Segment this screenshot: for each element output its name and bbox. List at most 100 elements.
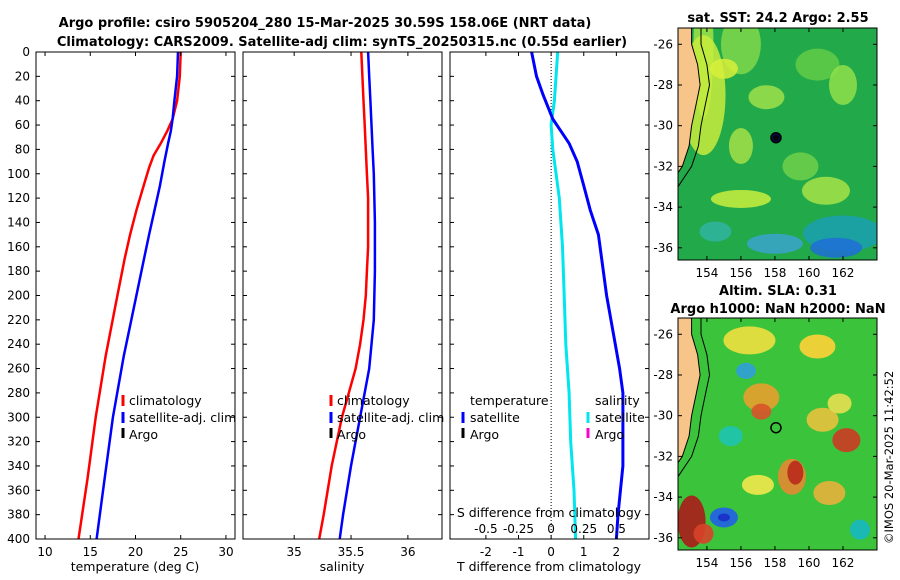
x-tick-label: -1	[513, 545, 525, 559]
figure-title-line2: Climatology: CARS2009. Satellite-adj cli…	[57, 35, 627, 50]
sst-map-title: sat. SST: 24.2 Argo: 2.55	[687, 11, 868, 26]
legend-salinity-heading: salinity	[595, 393, 640, 408]
y-tick-label: -26	[653, 37, 673, 51]
legend-argo-label: Argo	[129, 427, 158, 442]
y-tick-label: 60	[15, 118, 30, 132]
x-tick-label: 25	[173, 545, 188, 559]
sst-map: 154 156 158 160 162 -26 -28 -30 -32 -34 -36	[653, 27, 878, 280]
y-tick-label: 380	[7, 508, 30, 522]
sla-map-ticks: 154 156 158 160 162 -26 -28 -30 -32 -34 -36	[653, 318, 877, 570]
temperature-climatology-line	[77, 52, 182, 539]
sla-region	[717, 513, 730, 522]
australia-coast	[678, 28, 701, 260]
y-tick-label: 200	[7, 289, 30, 303]
salinity-xlabel: salinity	[320, 559, 365, 574]
sla-region	[751, 403, 772, 420]
sst-region	[782, 152, 819, 181]
x-tick-label: 160	[798, 556, 821, 570]
x-tick-label: 30	[218, 545, 233, 559]
argo-float-center	[772, 134, 779, 141]
temperature-panel: 0 20 40 60 80 100 120 140 160 180 200 220 240 260 280 3…	[7, 45, 236, 574]
sla-field	[678, 326, 870, 548]
legend-temp-satellite-label: satellite	[470, 410, 520, 425]
y-tick-label: -36	[653, 531, 673, 545]
x-tick-label: 0	[547, 545, 555, 559]
sst-field	[681, 28, 877, 258]
legend-sal-satellite-label: satellite	[595, 410, 645, 425]
salinity-climatology-line	[317, 52, 370, 539]
y-tick-label: 360	[7, 483, 30, 497]
x-tick-label: 156	[729, 556, 752, 570]
sla-region	[799, 334, 836, 359]
x-tick-label: 162	[832, 266, 855, 280]
sla-region	[723, 326, 776, 355]
sla-region	[741, 474, 774, 495]
salinity-difference-ticks: -0.5 -0.25 0 0.25 0.5	[474, 522, 626, 536]
y-tick-label: -30	[653, 409, 673, 423]
sla-region	[693, 523, 714, 544]
y-tick-label: -32	[653, 449, 673, 463]
salinity-tick-label: 0	[547, 522, 555, 536]
difference-panel: -2 -1 0 1 2 T difference from climatology S …	[449, 51, 650, 574]
y-tick-label: 300	[7, 410, 30, 424]
y-tick-label: -34	[653, 490, 673, 504]
salinity-satellite-line	[338, 52, 377, 539]
x-tick-label: 15	[83, 545, 98, 559]
x-tick-label: 160	[798, 266, 821, 280]
sla-region	[832, 428, 861, 453]
sst-region	[699, 221, 732, 242]
salinity-legend: climatology satellite-adj. clim Argo	[329, 393, 444, 442]
sst-region	[795, 48, 840, 81]
sla-region	[736, 362, 757, 379]
x-tick-label: 35	[287, 545, 302, 559]
x-tick-label: 10	[37, 545, 52, 559]
y-tick-label: 280	[7, 386, 30, 400]
sst-region	[709, 58, 738, 79]
y-tick-label: -30	[653, 119, 673, 133]
salinity-tick-label: 0.5	[607, 522, 626, 536]
sla-region	[787, 460, 804, 485]
y-tick-label: 260	[7, 362, 30, 376]
salinity-tick-label: -0.25	[503, 522, 534, 536]
y-tick-label: 20	[15, 69, 30, 83]
x-tick-label: 1	[580, 545, 588, 559]
sla-region	[718, 426, 743, 447]
x-tick-label: 2	[613, 545, 621, 559]
salinity-tick-label: 0.25	[570, 522, 597, 536]
sst-region	[710, 189, 771, 208]
x-tick-label: 156	[729, 266, 752, 280]
sla-region	[849, 519, 870, 540]
y-tick-label: 240	[7, 337, 30, 351]
sst-region	[810, 237, 863, 258]
y-tick-label: 0	[22, 45, 30, 59]
legend-sal-argo-label: Argo	[595, 427, 624, 442]
y-tick-label: 180	[7, 264, 30, 278]
legend-argo-label: Argo	[337, 427, 366, 442]
salinity-axes-box	[242, 51, 443, 540]
x-tick-label: 154	[695, 556, 718, 570]
sst-region	[728, 128, 753, 165]
sst-region	[746, 233, 803, 254]
sst-region	[748, 85, 785, 110]
difference-legend: temperature satellite Argo salinity sate…	[461, 393, 645, 442]
sla-map-title-line1: Altim. SLA: 0.31	[719, 284, 837, 299]
salinity-panel: 35 35.5 36 salinity climatology satellite-…	[242, 51, 444, 574]
argo-float-marker	[770, 421, 782, 434]
y-tick-label: -28	[653, 368, 673, 382]
y-tick-label: 100	[7, 167, 30, 181]
y-tick-label: -32	[653, 159, 673, 173]
x-tick-label: -2	[480, 545, 492, 559]
temperature-legend: climatology satellite-adj. clim Argo	[121, 393, 236, 442]
timestamp: ©IMOS 20-Mar-2025 11:42:52	[882, 371, 896, 544]
y-tick-label: -26	[653, 327, 673, 341]
x-tick-label: 158	[763, 556, 786, 570]
y-tick-label: -34	[653, 200, 673, 214]
sla-region	[806, 407, 839, 432]
difference-axes-box	[449, 51, 650, 540]
temperature-xlabel: temperature (deg C)	[71, 559, 200, 574]
y-tick-label: -28	[653, 78, 673, 92]
legend-satellite-label: satellite-adj. clim	[129, 410, 236, 425]
salinity-difference-line	[549, 52, 578, 539]
y-tick-label: 160	[7, 240, 30, 254]
temperature-difference-line	[530, 52, 625, 539]
